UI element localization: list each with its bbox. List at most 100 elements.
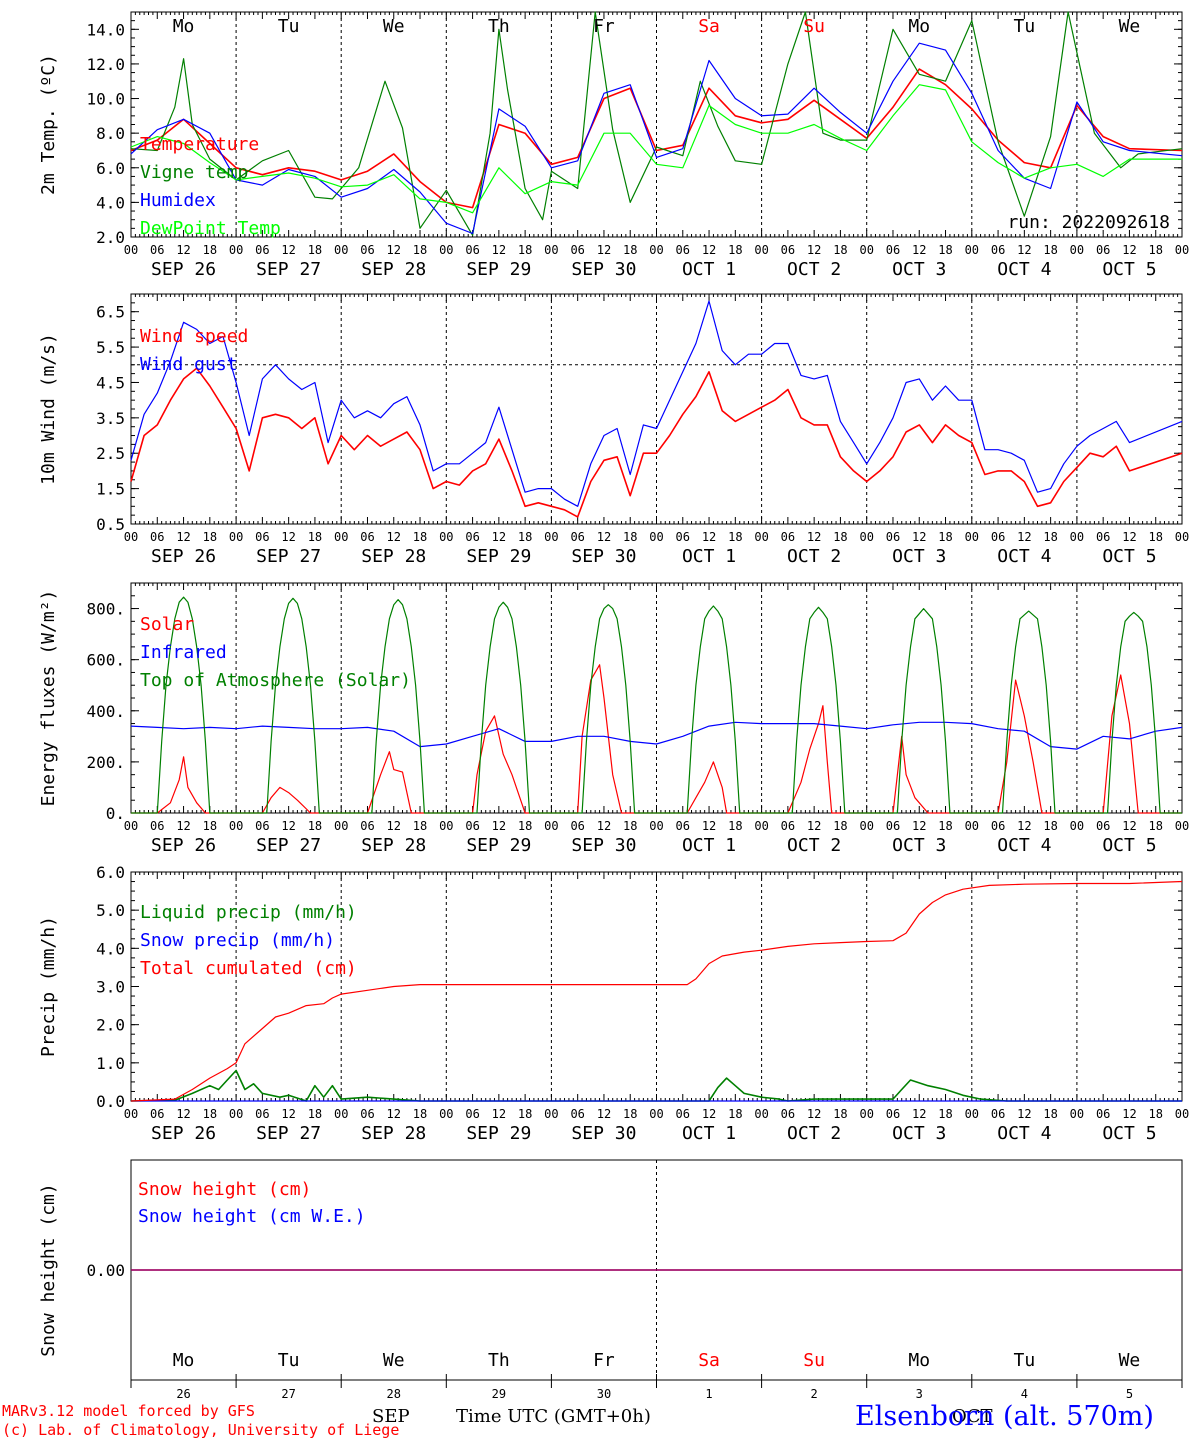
hour-tick-label: 06 [360,530,374,544]
hour-tick-label: 12 [387,530,401,544]
y-tick-label: 0.00 [86,1261,125,1280]
series-line-top-of-atmosphere-solar- [131,596,1182,814]
hour-tick-label: 06 [465,1107,479,1121]
date-tick-label: SEP 30 [571,1123,636,1144]
date-tick-label: SEP 26 [151,1123,216,1144]
legend-entry: Temperature [140,134,259,155]
hour-tick-label: 06 [570,1107,584,1121]
weekday-label: Tu [1014,1350,1036,1371]
series-line-solar [131,664,1182,814]
date-tick-label: OCT 2 [787,1123,841,1144]
hour-tick-label: 12 [597,819,611,833]
hour-tick-label: 06 [886,530,900,544]
hour-tick-label: 00 [544,1107,558,1121]
hour-tick-label: 00 [544,819,558,833]
date-tick-label: OCT 2 [787,259,841,280]
hour-tick-label: 18 [1043,819,1057,833]
panel-5: Mo 26 Tu 27 We 28 Th 29 Fr 30 Sa 1 Su 2 Mo 3 Tu 4 We 5 0.00 S… [38,1159,1183,1401]
hour-tick-label: 00 [965,530,979,544]
date-tick-label: SEP 30 [571,259,636,280]
hour-tick-label: 18 [203,1107,217,1121]
hour-tick-label: 06 [1096,243,1110,257]
y-tick-label: 4.0 [96,193,125,212]
hour-tick-label: 00 [229,243,243,257]
hour-tick-label: 00 [1175,1107,1189,1121]
day-number-label: 28 [387,1387,401,1401]
legend-entry: DewPoint Temp [140,218,281,239]
hour-tick-label: 12 [387,243,401,257]
hour-tick-label: 12 [492,243,506,257]
hour-tick-label: 00 [229,1107,243,1121]
date-tick-label: OCT 3 [892,546,946,567]
weekday-label: Fr [593,1350,615,1371]
hour-tick-label: 00 [649,530,663,544]
y-tick-label: 10.0 [86,90,125,109]
hour-tick-label: 18 [308,819,322,833]
hour-tick-label: 06 [360,819,374,833]
series-line-wind-speed [130,367,1183,518]
hour-tick-label: 00 [1070,1107,1084,1121]
hour-tick-label: 18 [938,1107,952,1121]
hour-tick-label: 06 [676,1107,690,1121]
hour-tick-label: 00 [1070,243,1084,257]
y-tick-label: 1.5 [96,480,125,499]
hour-tick-label: 18 [728,1107,742,1121]
hour-tick-label: 06 [991,819,1005,833]
series-line-wind-gust [130,300,1183,507]
hour-tick-label: 18 [623,243,637,257]
hour-tick-label: 06 [570,243,584,257]
hour-tick-label: 00 [124,243,138,257]
date-tick-label: SEP 26 [151,259,216,280]
hour-tick-label: 18 [623,530,637,544]
y-tick-label: 4.5 [96,373,125,392]
date-tick-label: SEP 28 [361,835,426,856]
hour-tick-label: 06 [1096,819,1110,833]
date-tick-label: SEP 27 [256,835,321,856]
y-axis-label: 2m Temp. (ºC) [38,54,59,195]
panel-2: 00 06 12 18 SEP 26 00 06 12 18 SEP 27 00 06 12 18 SEP … [38,293,1189,567]
hour-tick-label: 18 [1148,819,1162,833]
date-tick-label: SEP 30 [571,835,636,856]
date-tick-label: OCT 2 [787,835,841,856]
day-number-label: 2 [811,1387,818,1401]
hour-tick-label: 18 [203,819,217,833]
y-axis-label: Precip (mm/h) [38,916,59,1057]
date-tick-label: OCT 1 [682,259,736,280]
hour-tick-label: 06 [886,819,900,833]
hour-tick-label: 18 [623,819,637,833]
hour-tick-label: 00 [965,819,979,833]
weekday-label: Tu [278,1350,300,1371]
hour-tick-label: 12 [387,1107,401,1121]
hour-tick-label: 00 [754,243,768,257]
day-number-label: 26 [176,1387,190,1401]
hour-tick-label: 00 [1175,819,1189,833]
series-line-dewpoint-temp [130,84,1182,214]
y-tick-label: 2.0 [96,228,125,247]
hour-tick-label: 00 [439,243,453,257]
hour-tick-label: 00 [124,819,138,833]
hour-tick-label: 06 [781,530,795,544]
hour-tick-label: 06 [781,243,795,257]
hour-tick-label: 00 [439,530,453,544]
hour-tick-label: 00 [334,243,348,257]
y-axis-label: Snow height (cm) [38,1183,59,1356]
weekday-label: Mo [173,16,195,37]
hour-tick-label: 06 [150,243,164,257]
y-tick-label: 6.0 [96,863,125,882]
hour-tick-label: 00 [229,819,243,833]
series-line-total-cumulated-cm- [130,880,1183,1102]
day-number-label: 27 [281,1387,295,1401]
y-tick-label: 0. [106,804,125,823]
hour-tick-label: 06 [255,530,269,544]
hour-tick-label: 18 [518,243,532,257]
legend-entry: Snow precip (mm/h) [140,930,335,951]
hour-tick-label: 00 [859,530,873,544]
legend-entry: Vigne temp [140,162,248,183]
y-tick-label: 800. [86,600,125,619]
day-number-label: 1 [705,1387,712,1401]
hour-tick-label: 18 [203,530,217,544]
hour-tick-label: 18 [413,819,427,833]
hour-tick-label: 12 [176,530,190,544]
hour-tick-label: 12 [702,819,716,833]
